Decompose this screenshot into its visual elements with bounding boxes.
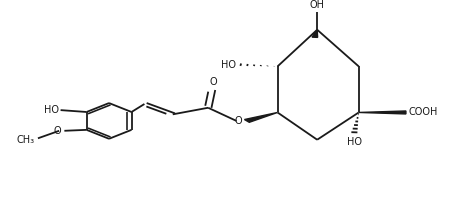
Text: COOH: COOH xyxy=(408,108,438,117)
Text: HO: HO xyxy=(221,60,236,69)
Text: O: O xyxy=(54,126,61,136)
Text: HO: HO xyxy=(346,137,362,148)
Text: O: O xyxy=(209,77,217,87)
Polygon shape xyxy=(244,112,278,122)
Text: CH₃: CH₃ xyxy=(16,135,34,145)
Text: OH: OH xyxy=(310,0,325,10)
Polygon shape xyxy=(312,30,318,37)
Polygon shape xyxy=(359,111,406,114)
Text: O: O xyxy=(235,116,242,126)
Text: HO: HO xyxy=(44,105,59,115)
